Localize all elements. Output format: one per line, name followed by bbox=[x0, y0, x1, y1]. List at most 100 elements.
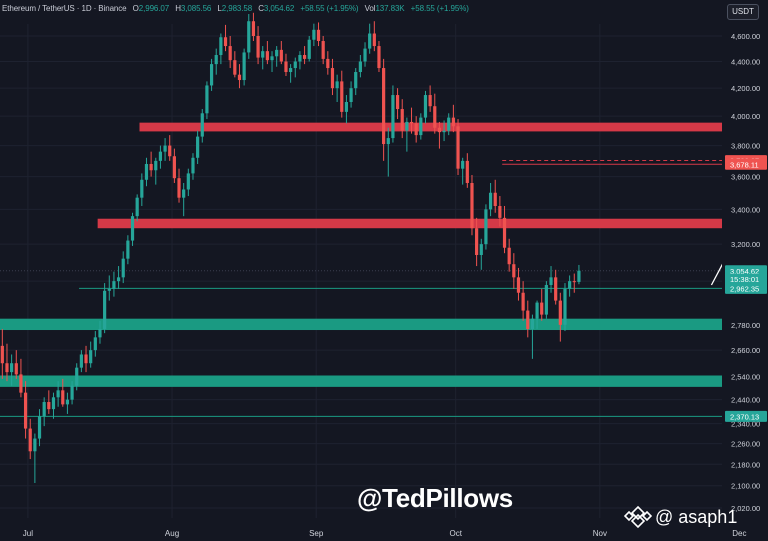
candle-body bbox=[577, 270, 581, 282]
candle-body bbox=[79, 354, 83, 368]
candle-body bbox=[219, 37, 223, 56]
candle-body bbox=[172, 156, 176, 179]
candle-body bbox=[521, 292, 525, 311]
chart-header: Ethereum / TetherUS · 1D · Binance O2,99… bbox=[2, 4, 469, 13]
candle-body bbox=[191, 157, 195, 174]
candle-body bbox=[121, 258, 125, 278]
candle-body bbox=[502, 217, 507, 248]
resistance-zone bbox=[97, 218, 722, 229]
watermark-text: @TedPillows bbox=[357, 483, 513, 513]
candle-body bbox=[316, 29, 321, 42]
candle-body bbox=[512, 264, 516, 278]
candle-body bbox=[33, 438, 37, 452]
candle-body bbox=[98, 328, 102, 338]
change-value-2: +58.55 (+1.95%) bbox=[410, 4, 469, 13]
zones bbox=[0, 122, 722, 387]
candle-body bbox=[116, 277, 121, 282]
candle-body bbox=[112, 281, 116, 289]
price-tag bbox=[725, 158, 767, 170]
price-tag bbox=[725, 282, 767, 294]
x-tick-label: Sep bbox=[309, 529, 324, 538]
price-tag-label: 3,054.62 bbox=[730, 267, 759, 276]
candle-body bbox=[237, 74, 242, 81]
candle-body bbox=[507, 247, 511, 265]
candle-body bbox=[428, 95, 432, 107]
y-tick-label: 2,660.00 bbox=[731, 346, 760, 355]
price-tag-label: 2,962.35 bbox=[730, 284, 759, 293]
y-tick-label: 2,540.00 bbox=[731, 373, 760, 382]
candle-body bbox=[223, 37, 228, 47]
candle-body bbox=[298, 55, 302, 62]
candle-body bbox=[386, 138, 390, 145]
candle-body bbox=[168, 145, 172, 157]
candle-body bbox=[465, 160, 469, 183]
candle-body bbox=[549, 277, 553, 285]
candle-body bbox=[437, 127, 442, 133]
candle-body bbox=[209, 64, 214, 86]
y-tick-label: 3,600.00 bbox=[731, 173, 760, 182]
price-tag-label: 3,678.11 bbox=[730, 160, 759, 169]
candle-body bbox=[19, 374, 23, 393]
candle-body bbox=[358, 61, 362, 73]
currency-button[interactable]: USDT bbox=[727, 4, 759, 20]
candle-body bbox=[51, 397, 56, 410]
candle-body bbox=[391, 95, 395, 139]
close-label: C bbox=[258, 4, 264, 13]
candle-body bbox=[335, 81, 339, 89]
candle-body bbox=[302, 55, 307, 59]
symbol-title[interactable]: Ethereum / TetherUS · 1D · Binance bbox=[2, 4, 127, 13]
candle-body bbox=[56, 390, 60, 398]
candle-body bbox=[158, 151, 163, 161]
support-zone bbox=[0, 318, 722, 331]
binance-logo-icon bbox=[624, 505, 652, 529]
candle-body bbox=[488, 192, 493, 210]
candle-body bbox=[284, 61, 288, 73]
candle-body bbox=[196, 136, 200, 158]
level-lines bbox=[0, 160, 722, 417]
close-value: 3,054.62 bbox=[263, 4, 295, 13]
price-tags: 3,702.073,678.113,054.6215:38:012,962.35… bbox=[725, 155, 767, 422]
candle-body bbox=[493, 192, 497, 207]
candle-body bbox=[177, 178, 181, 198]
candle-body bbox=[47, 402, 51, 410]
candle-body bbox=[163, 145, 167, 152]
price-tag bbox=[725, 273, 767, 285]
resistance-zone bbox=[139, 122, 722, 132]
x-tick-label: Jul bbox=[23, 529, 33, 538]
candle-body bbox=[75, 367, 79, 386]
candle-body bbox=[540, 302, 544, 315]
x-tick-label: Aug bbox=[165, 529, 179, 538]
price-tag bbox=[725, 265, 767, 277]
candle-body bbox=[442, 130, 446, 133]
candle-body bbox=[484, 209, 488, 245]
candle-body bbox=[368, 33, 372, 49]
candle-body bbox=[330, 68, 335, 89]
y-tick-label: 2,340.00 bbox=[731, 420, 760, 429]
candle-body bbox=[451, 117, 455, 127]
candle-body bbox=[414, 123, 418, 136]
candle-body bbox=[270, 56, 274, 61]
candle-body bbox=[242, 52, 246, 81]
candle-body bbox=[130, 216, 135, 241]
candle-body bbox=[568, 281, 572, 289]
candle-body bbox=[419, 117, 423, 136]
candle-body bbox=[149, 163, 153, 171]
y-tick-label: 3,200.00 bbox=[731, 240, 760, 249]
candle-body bbox=[479, 244, 483, 255]
candle-body bbox=[344, 101, 349, 112]
candle-body bbox=[326, 58, 330, 69]
y-tick-label: 4,400.00 bbox=[731, 57, 760, 66]
candle-body bbox=[526, 310, 530, 329]
candle-body bbox=[89, 350, 93, 364]
candle-body bbox=[37, 416, 42, 439]
candle-body bbox=[275, 49, 279, 57]
candle-body bbox=[461, 160, 465, 169]
candle-body bbox=[186, 173, 190, 190]
candle-body bbox=[205, 85, 209, 114]
candle-body bbox=[70, 385, 74, 400]
candle-body bbox=[135, 197, 139, 217]
candle-body bbox=[65, 399, 70, 405]
candle-body bbox=[200, 113, 204, 137]
candle-body bbox=[154, 160, 158, 171]
